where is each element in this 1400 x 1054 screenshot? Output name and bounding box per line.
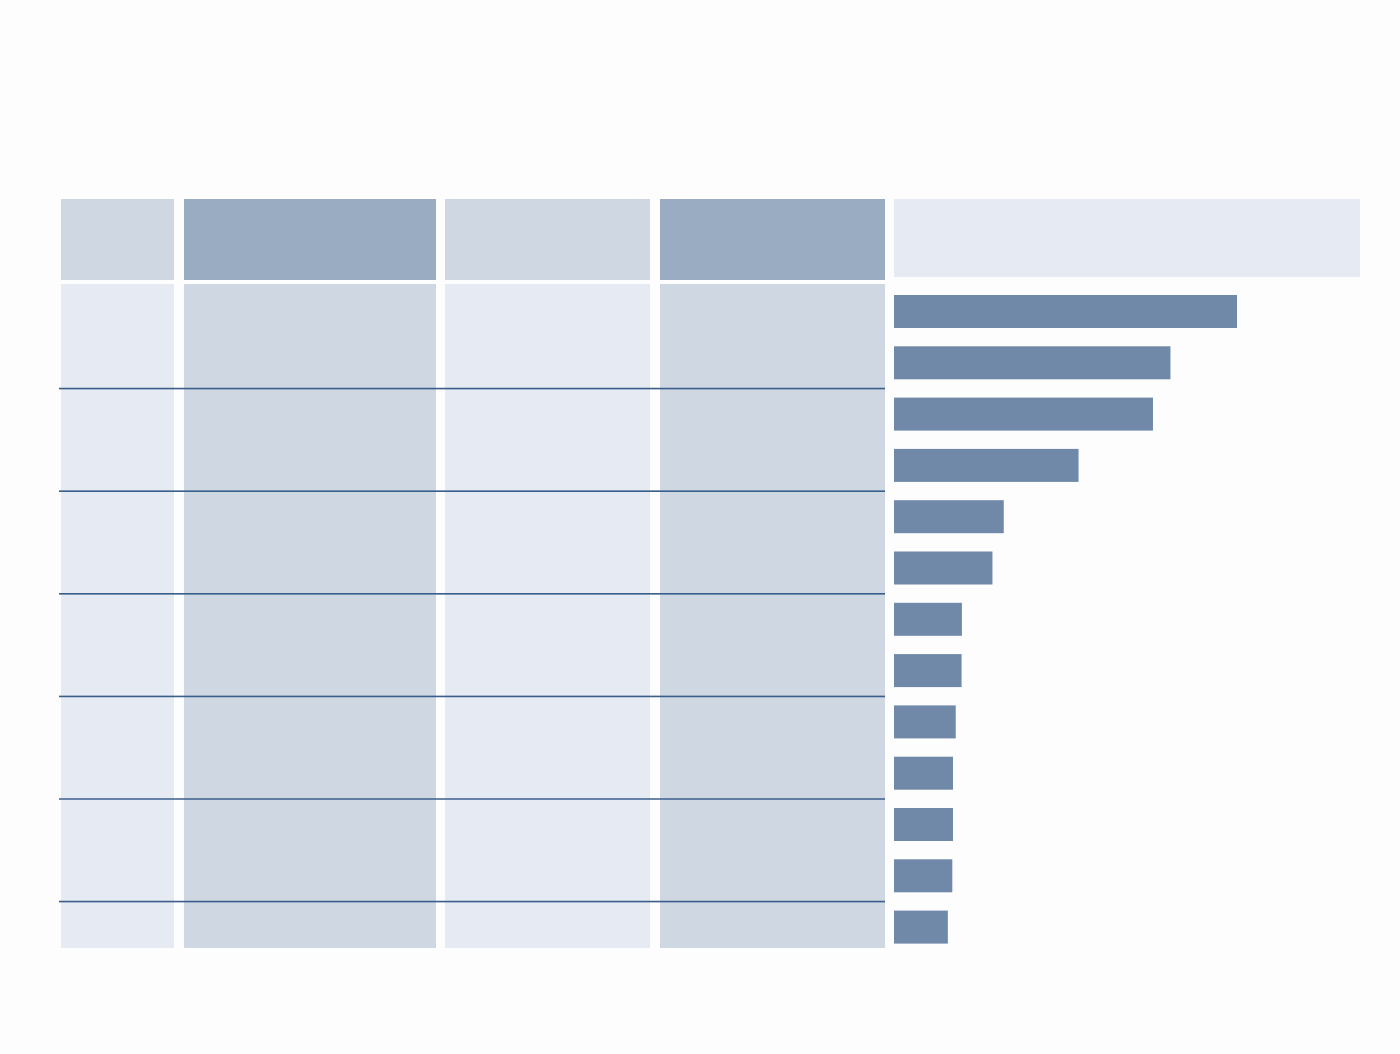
bar bbox=[894, 756, 953, 790]
bar bbox=[894, 859, 953, 893]
bar bbox=[894, 397, 1153, 431]
bar bbox=[894, 808, 953, 841]
table-column-3 bbox=[445, 284, 650, 948]
header-cell-3 bbox=[445, 199, 650, 280]
bar bbox=[894, 295, 1237, 328]
header-cell-4 bbox=[660, 199, 885, 280]
bar bbox=[894, 654, 962, 688]
bar bbox=[894, 602, 962, 636]
bar bbox=[894, 705, 956, 739]
row-rules bbox=[59, 387, 885, 903]
header-cell-1 bbox=[61, 199, 174, 280]
table-columns bbox=[61, 284, 885, 948]
bar bbox=[894, 346, 1171, 380]
bar bbox=[894, 910, 948, 944]
bar bbox=[894, 500, 1004, 534]
header-cell-bars bbox=[894, 199, 1360, 277]
header-cell-2 bbox=[184, 199, 436, 280]
bar bbox=[894, 448, 1079, 482]
bar bbox=[894, 551, 993, 585]
table-header bbox=[61, 199, 1360, 280]
table-column-1 bbox=[61, 284, 174, 948]
table-column-2 bbox=[184, 284, 436, 948]
table-column-4 bbox=[660, 284, 885, 948]
bar-series bbox=[894, 295, 1237, 944]
